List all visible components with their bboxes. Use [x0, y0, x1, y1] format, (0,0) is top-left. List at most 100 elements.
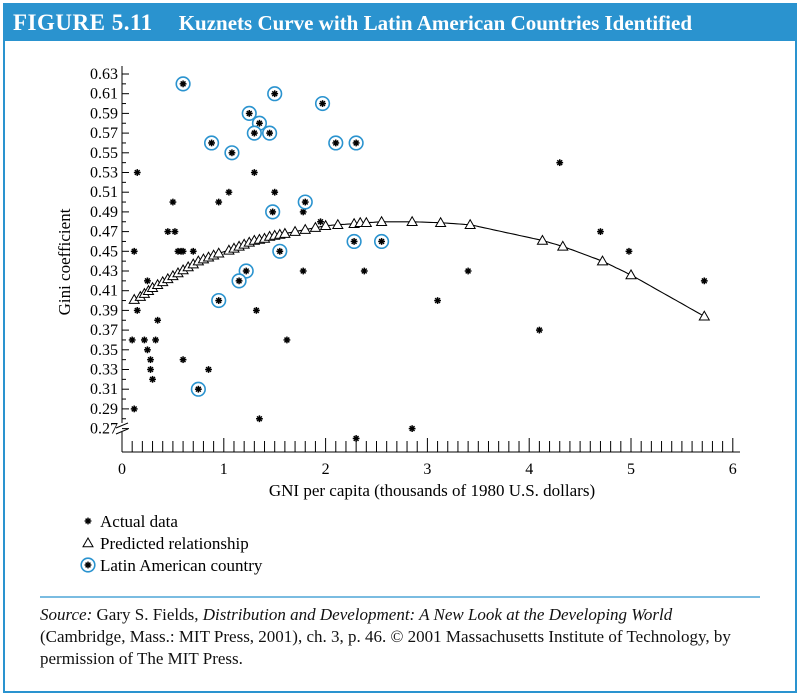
- actual-data-point: [700, 277, 708, 285]
- asterisk-stroke: [85, 518, 91, 524]
- latin-american-point: [272, 243, 288, 259]
- latin-american-point: [262, 125, 278, 141]
- asterisk-stroke: [434, 297, 441, 304]
- marker-asterisk: [228, 149, 236, 157]
- y-tick-label: 0.33: [90, 362, 118, 379]
- asterisk-stroke: [215, 297, 222, 304]
- asterisk-stroke: [266, 130, 273, 137]
- actual-data-point: [179, 356, 187, 364]
- asterisk-stroke: [317, 218, 324, 225]
- legend-predicted-icon: [82, 536, 94, 548]
- predicted-point: [536, 234, 549, 245]
- asterisk-stroke: [154, 317, 161, 324]
- actual-data-point: [252, 307, 260, 314]
- asterisk-stroke: [131, 405, 138, 412]
- marker-asterisk: [208, 139, 215, 147]
- y-tick-label: 0.55: [90, 145, 118, 162]
- legend-actual-label: Actual data: [100, 512, 178, 531]
- asterisk-stroke: [195, 386, 202, 393]
- asterisk-stroke: [332, 140, 339, 146]
- marker-asterisk: [250, 129, 258, 137]
- asterisk-stroke: [134, 169, 141, 176]
- marker-asterisk: [350, 238, 358, 245]
- predicted-point: [212, 247, 225, 258]
- actual-data-point: [625, 247, 633, 255]
- actual-data-point: [215, 198, 223, 206]
- marker-asterisk: [352, 139, 360, 147]
- actual-data-point: [535, 326, 543, 334]
- latin-american-point: [267, 86, 283, 102]
- marker-asterisk: [194, 385, 202, 393]
- latin-american-point: [346, 233, 362, 250]
- marker-asterisk: [256, 119, 263, 127]
- asterisk-stroke: [351, 238, 358, 245]
- actual-data-point: [271, 188, 279, 196]
- y-tick-label: 0.43: [90, 263, 118, 280]
- actual-data-point: [283, 336, 291, 344]
- asterisk-stroke: [271, 90, 278, 97]
- source-author: Gary S. Fields,: [96, 605, 199, 624]
- actual-data-point: [556, 159, 564, 167]
- y-tick-label: 0.41: [90, 283, 118, 300]
- predicted-point: [331, 218, 344, 229]
- asterisk-stroke: [361, 268, 368, 274]
- asterisk-stroke: [208, 140, 215, 146]
- y-tick-label: 0.45: [90, 243, 118, 260]
- actual-data-point: [130, 247, 138, 255]
- predicted-point: [299, 223, 312, 234]
- asterisk-stroke: [147, 356, 154, 363]
- latin-american-point: [224, 145, 240, 161]
- latin-american-point: [373, 233, 390, 250]
- asterisk-stroke: [256, 415, 263, 422]
- chart-legend: Actual data Predicted relationship Latin A…: [80, 512, 263, 575]
- asterisk-stroke: [536, 327, 543, 334]
- asterisk-stroke: [243, 268, 250, 274]
- figure-frame: FIGURE 5.11 Kuznets Curve with Latin Ame…: [3, 3, 797, 693]
- x-tick-label: 0: [118, 461, 126, 478]
- series-actual-data: [128, 159, 708, 442]
- asterisk-stroke: [409, 425, 416, 432]
- marker-asterisk: [378, 238, 385, 245]
- asterisk-stroke: [215, 199, 222, 205]
- asterisk-stroke: [152, 337, 159, 343]
- asterisk-stroke: [225, 189, 232, 196]
- actual-data-point: [154, 316, 162, 324]
- asterisk-stroke: [190, 248, 197, 255]
- asterisk-stroke: [144, 277, 151, 284]
- y-axis-break: [115, 428, 129, 435]
- figure-label: FIGURE 5.11: [13, 10, 153, 35]
- legend-latin-label: Latin American country: [100, 556, 263, 575]
- x-tick-label: 3: [423, 461, 431, 478]
- asterisk-stroke: [141, 337, 148, 343]
- predicted-point: [279, 227, 291, 238]
- asterisk-stroke: [246, 110, 253, 117]
- asterisk-stroke: [300, 208, 307, 215]
- actual-data-point: [164, 228, 172, 235]
- y-tick-label: 0.47: [90, 224, 118, 241]
- predicted-point: [556, 240, 569, 251]
- y-axis-label: Gini coefficient: [55, 208, 74, 315]
- actual-data-point: [250, 169, 258, 176]
- actual-data-point: [189, 247, 197, 255]
- asterisk-stroke: [269, 208, 276, 215]
- latin-american-point: [246, 125, 262, 141]
- actual-data-point: [128, 336, 136, 344]
- x-axis-label: GNI per capita (thousands of 1980 U.S. d…: [269, 481, 595, 500]
- asterisk-stroke: [701, 277, 708, 284]
- series-predicted-relationship: [128, 215, 711, 321]
- marker-asterisk: [84, 561, 92, 569]
- actual-data-point: [464, 267, 472, 275]
- asterisk-stroke: [131, 248, 138, 255]
- actual-data-point: [130, 405, 138, 413]
- marker-asterisk: [332, 139, 340, 147]
- asterisk-stroke: [378, 238, 385, 245]
- asterisk-stroke: [353, 140, 360, 146]
- asterisk-stroke: [276, 248, 283, 255]
- marker-asterisk: [269, 208, 277, 216]
- latin-american-point: [203, 135, 220, 151]
- y-tick-label: 0.57: [90, 125, 118, 142]
- source-note: Source: Gary S. Fields, Distribution and…: [40, 604, 760, 670]
- asterisk-stroke: [319, 100, 326, 107]
- asterisk-stroke: [256, 120, 263, 127]
- asterisk-stroke: [180, 248, 187, 255]
